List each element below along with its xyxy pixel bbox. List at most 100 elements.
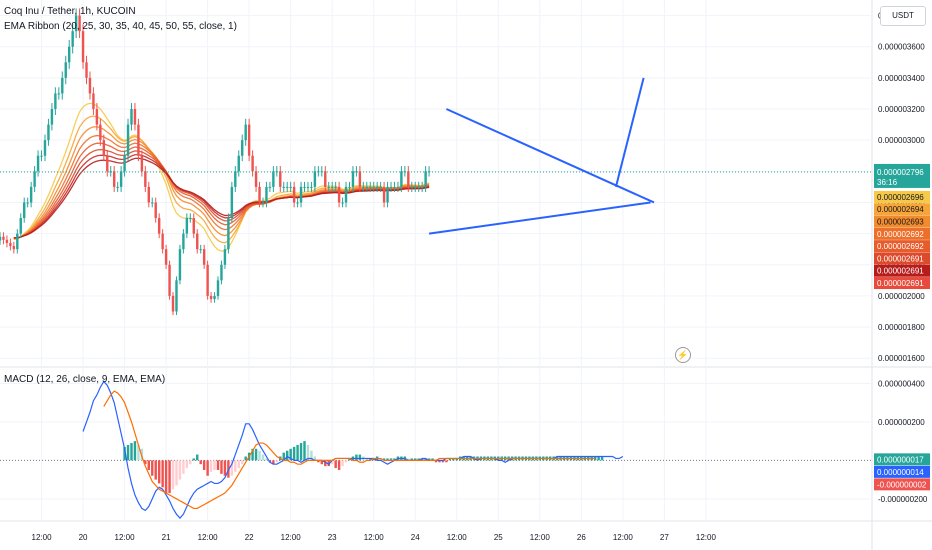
candle-body (393, 186, 396, 188)
symbol-legend[interactable]: Coq Inu / Tether, 1h, KUCOIN (4, 6, 136, 17)
macd-histogram-bar (313, 456, 317, 461)
ema-value-badge (874, 203, 930, 216)
time-tick-label: 12:00 (364, 533, 385, 542)
candle-body (369, 186, 372, 188)
macd-histogram-bar (438, 460, 441, 463)
candle-body (254, 171, 258, 187)
candle-body (33, 171, 36, 187)
candle-body (303, 186, 306, 188)
candle-body (417, 186, 420, 188)
macd-histogram-bar (130, 443, 133, 461)
ema-value-label: 0.000002696 (877, 193, 924, 202)
candle-body (182, 233, 185, 250)
flash-icon[interactable]: ⚡ (675, 347, 691, 363)
macd-histogram-bar (168, 460, 171, 494)
macd-histogram-bar (196, 454, 199, 461)
macd-histogram-bar (185, 460, 189, 469)
macd-histogram-bar (133, 441, 137, 461)
macd-histogram-bar (171, 460, 175, 490)
signal-line (103, 390, 596, 510)
macd-histogram-bar (417, 458, 420, 461)
candle-body (251, 155, 254, 172)
candle-body (157, 218, 161, 234)
macd-histogram-bar (327, 460, 330, 467)
candle-body (324, 171, 327, 187)
candle-body (292, 186, 296, 203)
macd-value-label: 0.000000014 (877, 468, 924, 477)
candle-body (2, 236, 5, 240)
candle-body (57, 93, 61, 95)
macd-value-badge (874, 465, 930, 478)
macd-histogram-bar (420, 458, 424, 461)
time-tick-label: 12:00 (447, 533, 468, 542)
candle-body (40, 155, 43, 157)
macd-histogram-bar (147, 460, 151, 470)
macd-histogram-bar (365, 458, 369, 461)
candle-body (137, 124, 140, 156)
candle-body (16, 233, 19, 250)
macd-histogram-bar (157, 460, 161, 484)
macd-histogram-bar (261, 454, 265, 461)
ema-ribbon-legend[interactable]: EMA Ribbon (20, 25, 30, 35, 40, 45, 50, … (4, 21, 237, 32)
candle-body (386, 186, 389, 203)
candle-body (223, 249, 227, 265)
macd-legend[interactable]: MACD (12, 26, close, 9, EMA, EMA) (4, 374, 165, 385)
candle-body (151, 202, 154, 204)
macd-histogram-bar (161, 460, 164, 488)
macd-histogram-bar (258, 450, 261, 461)
candle-body (334, 186, 337, 188)
candle-body (23, 202, 26, 219)
candle-body (85, 62, 88, 78)
macd-histogram-bar (386, 458, 389, 461)
macd-histogram-bar (282, 452, 285, 461)
macd-histogram-bar (414, 458, 417, 461)
lower-trendline (428, 201, 651, 235)
candle-body (116, 186, 119, 188)
macd-histogram-bar (393, 458, 396, 461)
macd-histogram-bar (189, 460, 192, 465)
macd-histogram-bar (154, 460, 157, 480)
time-tick-label: 12:00 (696, 533, 717, 542)
macd-histogram-bar (213, 460, 216, 470)
price-tick-label: 0.000001600 (878, 354, 925, 363)
symbol-title: Coq Inu / Tether, 1h, KUCOIN (4, 6, 136, 17)
macd-histogram-bar (441, 460, 445, 463)
time-tick-label: 12:00 (198, 533, 219, 542)
candle-body (258, 186, 261, 203)
candle-body (92, 93, 95, 110)
macd-histogram-bar (341, 460, 344, 467)
macd-histogram-bar (597, 456, 600, 461)
macd-histogram-bar (445, 460, 448, 463)
time-tick-label: 12:00 (530, 533, 551, 542)
macd-histogram-bar (123, 446, 126, 461)
last-price-badge (874, 163, 930, 188)
ema-value-badge (874, 252, 930, 265)
candle-body (365, 186, 369, 188)
candle-body (362, 186, 365, 188)
candle-body (123, 155, 126, 172)
candle-body (171, 295, 175, 312)
macd-histogram-bar (317, 460, 320, 463)
macd-histogram-bar (178, 460, 182, 480)
macd-histogram-bar (251, 448, 254, 461)
candle-body (67, 46, 71, 63)
candle-body (220, 264, 223, 281)
candle-body (71, 31, 74, 47)
candle-body (209, 295, 213, 300)
currency-button[interactable]: USDT (880, 6, 926, 26)
macd-histogram-bar (310, 450, 313, 461)
candle-body (189, 218, 192, 220)
candle-body (296, 202, 299, 204)
candle-body (403, 171, 407, 173)
candle-body (282, 186, 285, 188)
bar-countdown-label: 36:16 (877, 178, 898, 187)
breakout-projection-line (614, 77, 645, 188)
macd-histogram-bar (303, 441, 306, 461)
candle-body (43, 140, 47, 156)
price-tick-label: 0.000003600 (878, 43, 925, 52)
macd-histogram-bar (216, 460, 220, 470)
price-axis-labels: 0.00000279636:160.0000026960.0000026940.… (874, 163, 930, 290)
macd-histogram-bar (244, 456, 247, 461)
